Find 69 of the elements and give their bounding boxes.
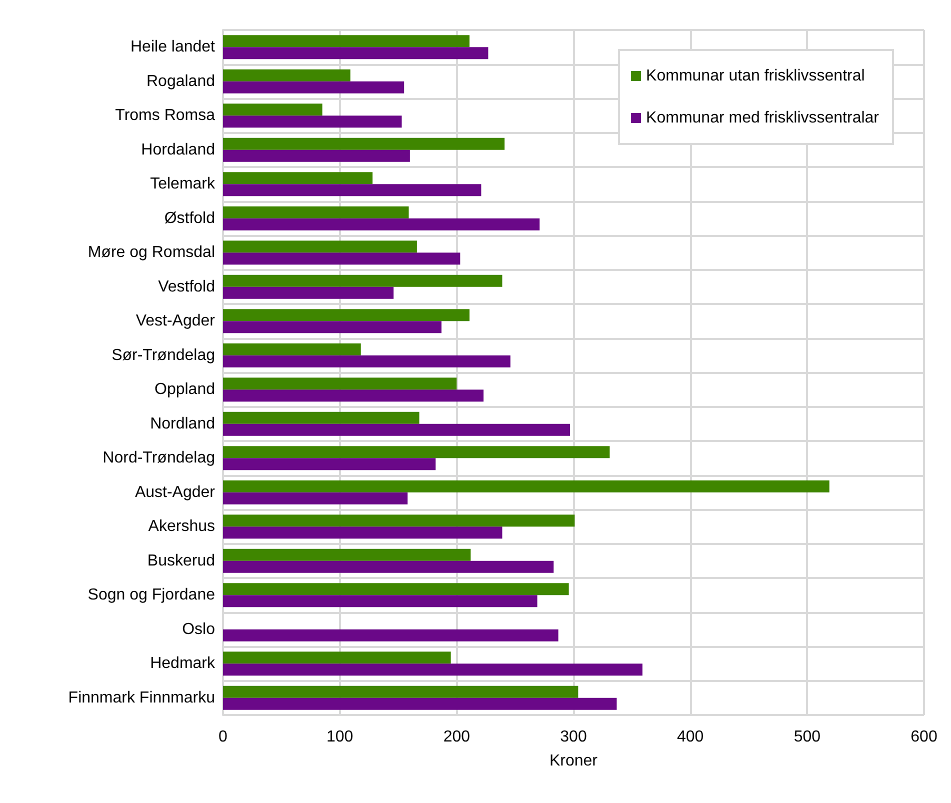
bar <box>223 150 410 162</box>
bar <box>223 583 569 596</box>
y-tick-label: Sogn og Fjordane <box>88 586 216 604</box>
bar <box>223 686 578 698</box>
x-tick-label: 100 <box>326 728 354 746</box>
bar <box>223 629 558 642</box>
y-tick-label: Møre og Romsdal <box>88 244 215 262</box>
bar <box>223 526 502 539</box>
y-tick-label: Finnmark Finnmarku <box>68 689 215 706</box>
bar <box>223 206 409 218</box>
bar <box>223 252 460 265</box>
y-tick-label: Aust-Agder <box>134 484 216 501</box>
bar <box>223 35 470 48</box>
x-tick-label: 500 <box>794 728 821 746</box>
bar <box>223 172 373 184</box>
x-tick-label: 200 <box>443 728 470 746</box>
bar <box>223 116 402 128</box>
x-axis-title: Kroner <box>549 752 598 770</box>
y-tick-label: Rogaland <box>146 72 215 90</box>
bar <box>223 274 502 287</box>
bar <box>223 355 510 368</box>
y-tick-label: Vest-Agder <box>136 312 216 330</box>
legend-label: Kommunar med frisklivssentralar <box>646 110 880 126</box>
x-tick-label: 0 <box>218 728 228 746</box>
y-tick-label: Troms Romsa <box>115 107 216 124</box>
bar <box>223 104 322 116</box>
bar <box>223 47 488 60</box>
y-tick-label: Sør-Trøndelag <box>112 346 215 364</box>
bar <box>223 378 457 390</box>
bar <box>223 595 538 608</box>
y-tick-label: Hedmark <box>150 655 216 672</box>
bar <box>223 514 575 527</box>
bar <box>223 69 350 82</box>
x-tick-label: 300 <box>560 728 587 746</box>
bar <box>223 664 642 676</box>
y-tick-label: Hordaland <box>141 141 215 158</box>
bar <box>223 492 408 504</box>
bar <box>223 321 442 334</box>
y-tick-label: Buskerud <box>147 552 215 570</box>
bar <box>223 218 540 230</box>
y-tick-label: Vestfold <box>158 278 215 296</box>
y-tick-label: Telemark <box>150 176 216 193</box>
x-tick-label: 400 <box>676 728 704 746</box>
legend-label: Kommunar utan frisklivssentral <box>646 68 865 84</box>
bar <box>223 652 451 664</box>
y-tick-label: Østfold <box>164 210 215 227</box>
bar <box>223 412 420 424</box>
bar <box>223 240 417 253</box>
y-tick-label: Nordland <box>150 415 215 432</box>
bar <box>223 548 471 561</box>
y-tick-label: Oppland <box>154 381 215 398</box>
bar <box>223 480 830 492</box>
bar <box>223 560 554 573</box>
bar <box>223 446 610 458</box>
y-tick-label: Oslo <box>182 620 216 638</box>
y-tick-label: Nord-Trøndelag <box>102 450 215 467</box>
y-tick-label: Akershus <box>148 518 215 536</box>
bar <box>223 343 361 356</box>
bar <box>223 309 470 322</box>
bar <box>223 458 436 470</box>
y-tick-label: Heile landet <box>130 38 216 56</box>
bar <box>223 698 617 710</box>
bar <box>223 424 570 436</box>
bar <box>223 138 505 150</box>
bar <box>223 390 484 402</box>
x-tick-label: 600 <box>910 728 938 746</box>
bar <box>223 184 482 196</box>
bar <box>223 81 404 94</box>
bar <box>223 286 394 299</box>
